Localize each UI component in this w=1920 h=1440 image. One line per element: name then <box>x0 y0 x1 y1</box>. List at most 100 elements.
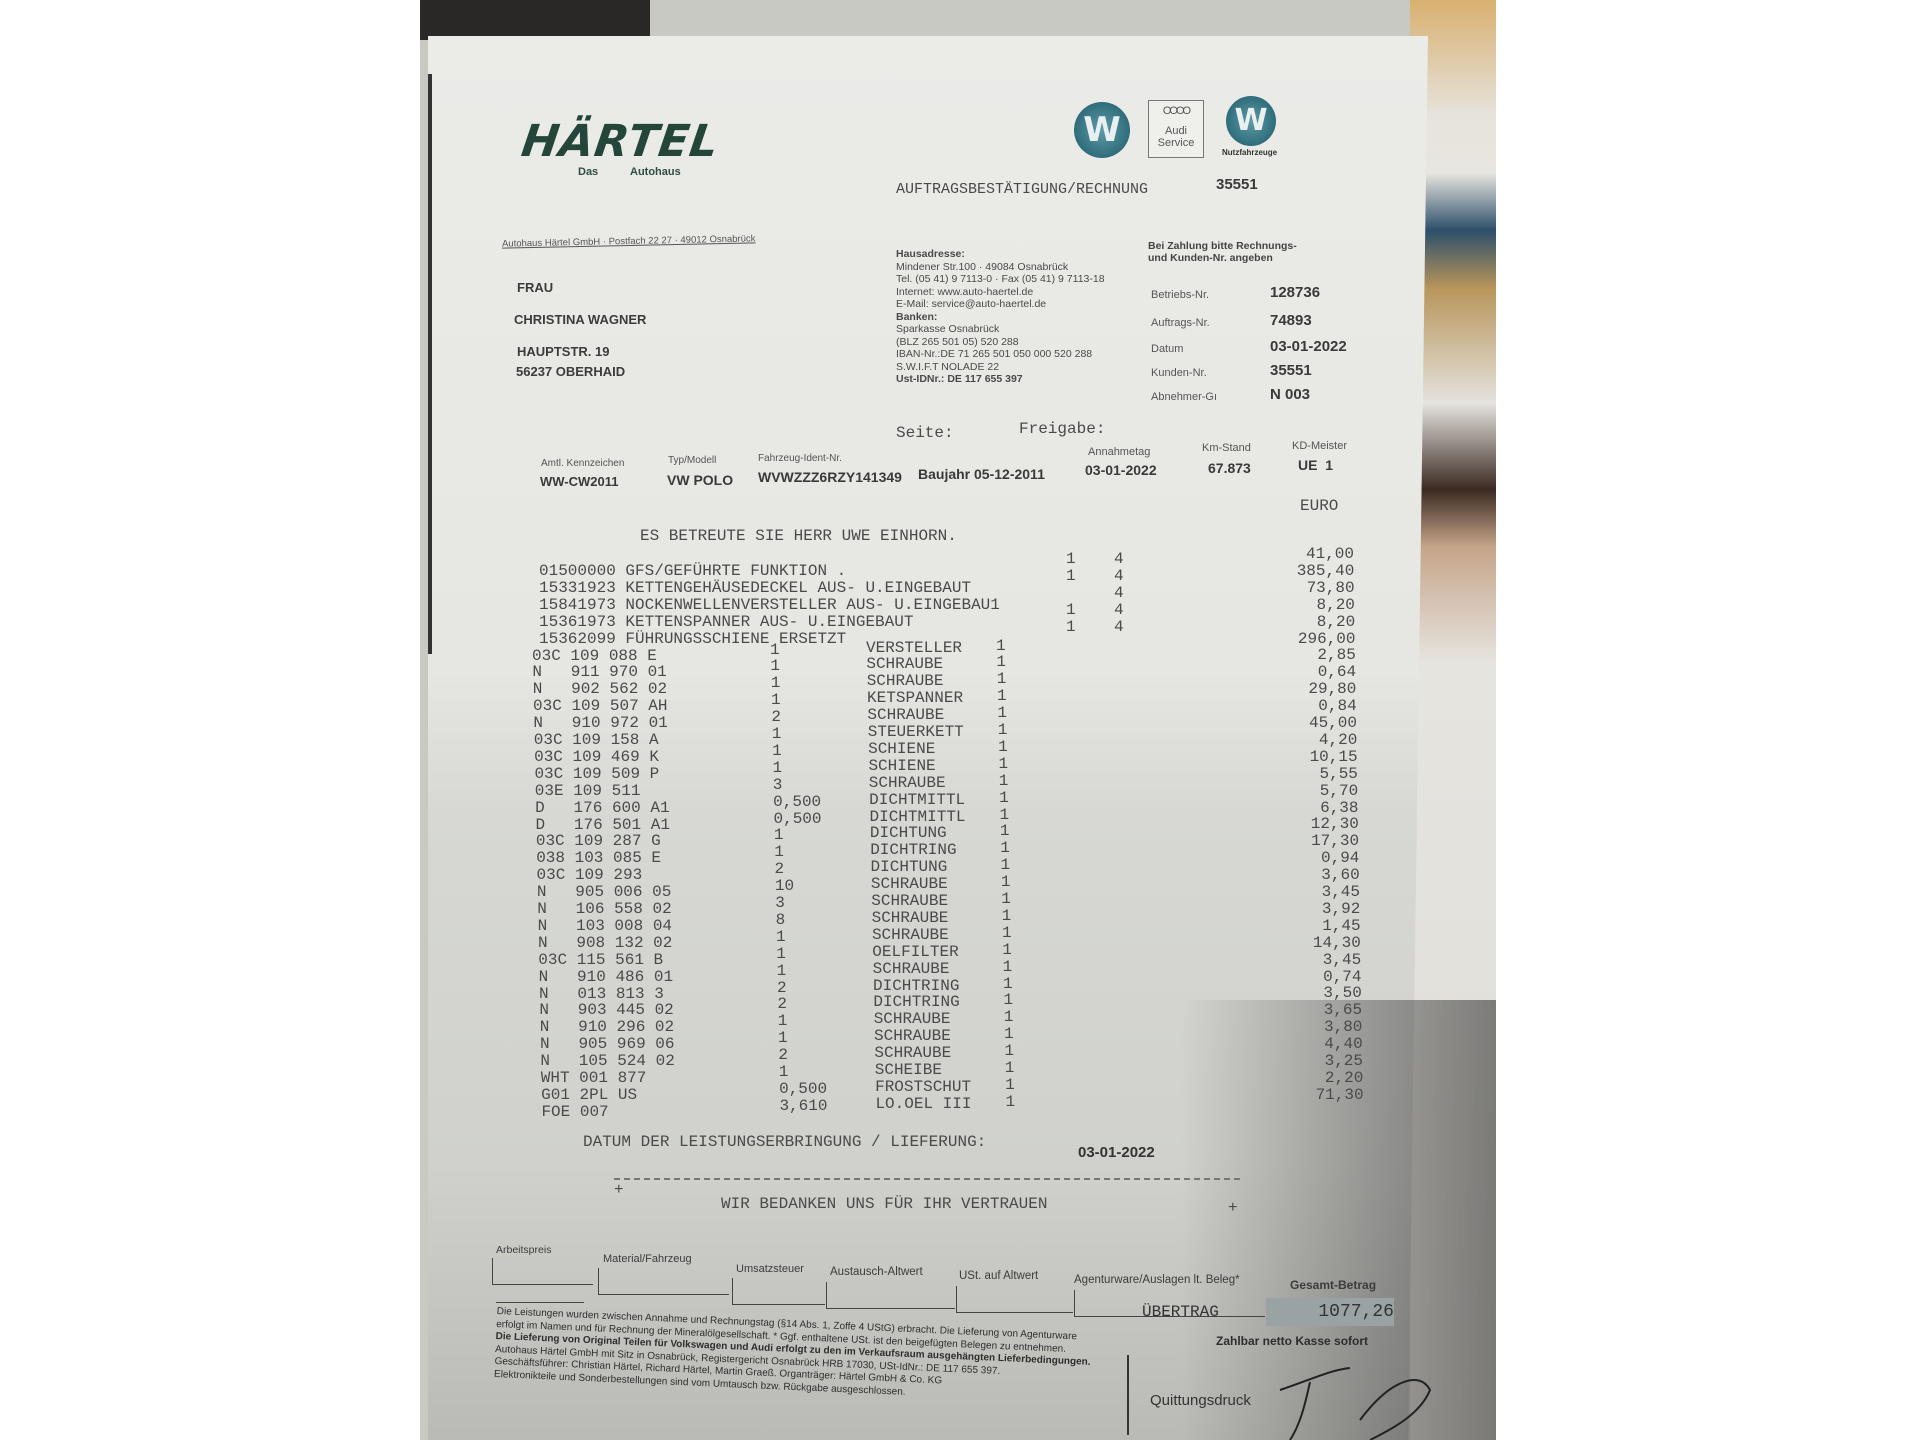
reference-value: 35551 <box>1270 362 1312 379</box>
payment-note-line: und Kunden-Nr. angeben <box>1148 252 1273 264</box>
part-flag: 1 <box>999 805 1010 824</box>
part-quantity: 10 <box>774 877 795 896</box>
labour-count: 1 <box>1066 617 1076 636</box>
part-flag: 1 <box>996 653 1006 672</box>
signature-divider <box>1127 1355 1129 1435</box>
company-info-line: Banken: <box>896 310 938 323</box>
total-amount: 1077,26 <box>1266 1298 1394 1326</box>
reference-label: Kunden-Nr. <box>1151 367 1207 379</box>
dashed-divider <box>614 1178 1240 1180</box>
price-value: 29,80 <box>1308 680 1357 699</box>
price-value: 3,45 <box>1322 950 1362 969</box>
company-info-line: Hausadresse: <box>896 248 965 260</box>
price-value: 2,85 <box>1317 646 1356 665</box>
part-flag: 1 <box>997 687 1007 706</box>
part-number: D 176 600 A1 <box>535 798 670 817</box>
price-value: 5,70 <box>1319 781 1359 800</box>
price-value: 3,80 <box>1323 1018 1363 1037</box>
part-quantity: 0,500 <box>779 1079 828 1098</box>
part-flag: 1 <box>1004 1059 1015 1077</box>
part-quantity: 3 <box>772 775 783 794</box>
annahme-value: 03-01-2022 <box>1085 462 1157 478</box>
part-flag: 1 <box>1000 839 1010 858</box>
part-quantity: 1 <box>771 691 781 710</box>
company-info-line: S.W.I.F.T NOLADE 22 <box>896 360 1000 373</box>
part-quantity: 1 <box>778 1063 789 1081</box>
part-quantity: 2 <box>771 708 781 727</box>
company-info-line: Internet: www.auto-haertel.de <box>896 285 1034 298</box>
km-label: Km-Stand <box>1202 442 1251 454</box>
part-quantity: 0,500 <box>773 792 822 811</box>
company-info-line: Tel. (05 41) 9 7113-0 · Fax (05 41) 9 71… <box>896 273 1105 285</box>
part-flag: 1 <box>996 636 1006 655</box>
part-quantity: 1 <box>777 1012 788 1031</box>
recipient-street: HAUPTSTR. 19 <box>517 344 610 359</box>
labour-code: 4 <box>1114 550 1124 568</box>
part-number: N 911 970 01 <box>532 663 667 682</box>
part-flag: 1 <box>996 670 1007 689</box>
part-description: DICHTRING <box>873 976 960 995</box>
field-material <box>598 1268 729 1295</box>
logo-subtitle-autohaus: Autohaus <box>630 166 681 178</box>
labour-text: 15331923 KETTENGEHÄUSEDECKEL AUS- U.EING… <box>539 578 972 597</box>
field-umsatzsteuer <box>732 1278 825 1305</box>
col-material: Material/Fahrzeug <box>603 1253 692 1265</box>
part-quantity: 1 <box>770 640 780 659</box>
part-flag: 1 <box>1005 1092 1016 1111</box>
recipient-salutation: FRAU <box>517 280 554 295</box>
part-number: N 013 813 3 <box>539 984 664 1003</box>
paper-edge-shadow <box>428 74 432 654</box>
currency-label: EURO <box>1300 497 1339 515</box>
company-info-line: Ust-IDNr.: DE 117 655 397 <box>896 373 1023 385</box>
payment-note: Bei Zahlung bitte Rechnungs- und Kunden-… <box>1148 240 1297 264</box>
part-flag: 1 <box>997 721 1008 739</box>
part-number: N 905 969 06 <box>540 1035 675 1054</box>
typ-label: Typ/Modell <box>668 455 717 466</box>
part-flag: 1 <box>1003 974 1013 993</box>
price-value: 41,00 <box>1305 545 1354 563</box>
part-description: SCHRAUBE <box>866 655 944 674</box>
col-umsatzsteuer: Umsatzsteuer <box>736 1263 804 1275</box>
part-flag: 1 <box>1001 906 1012 925</box>
part-quantity: 1 <box>776 944 786 963</box>
part-flag: 1 <box>1000 856 1011 875</box>
field-ust-altwert <box>956 1286 1073 1313</box>
part-quantity: 1 <box>772 741 782 760</box>
part-flag: 1 <box>997 704 1007 723</box>
part-number: N 902 562 02 <box>532 680 668 699</box>
part-number: N 103 008 04 <box>537 916 673 935</box>
part-number: 03C 109 293 <box>536 866 643 885</box>
legal-divider <box>496 1302 584 1303</box>
part-quantity: 2 <box>778 1046 788 1065</box>
part-number: 03C 115 561 B <box>538 950 664 969</box>
part-number: 03C 109 287 G <box>535 832 661 851</box>
price-value: 73,80 <box>1306 578 1355 597</box>
price-value: 385,40 <box>1296 561 1355 580</box>
labour-text: 15361973 KETTENSPANNER AUS- U.EINGEBAUT <box>539 612 914 631</box>
kennzeichen-label: Amtl. Kennzeichen <box>541 458 625 469</box>
part-description: SCHEIBE <box>874 1061 942 1079</box>
field-agenturware <box>1074 1290 1265 1317</box>
labour-code: 4 <box>1114 617 1124 636</box>
part-quantity: 1 <box>778 1029 788 1048</box>
company-info-line: Mindener Str.100 · 49084 Osnabrück <box>896 260 1069 273</box>
reference-label: Abnehmer-Gı <box>1151 391 1218 403</box>
part-description: SCHRAUBE <box>871 908 949 927</box>
part-description: STEUERKETT <box>867 723 964 741</box>
part-description: SCHRAUBE <box>868 773 946 792</box>
part-description: LO.OEL III <box>875 1094 972 1113</box>
part-quantity: 0,500 <box>773 809 822 828</box>
part-description: KETSPANNER <box>867 689 964 708</box>
reference-label: Auftrags-Nr. <box>1151 317 1210 329</box>
part-number: N 903 445 02 <box>539 1001 674 1020</box>
part-quantity: 3 <box>775 894 785 912</box>
uebertrag-label: ÜBERTRAG <box>1142 1303 1219 1321</box>
company-info-block: Hausadresse: Mindener Str.100 · 49084 Osn… <box>896 248 1105 386</box>
reference-value: 128736 <box>1270 284 1321 301</box>
advisor-line: ES BETREUTE SIE HERR UWE EINHORN. <box>640 527 957 545</box>
part-description: SCHRAUBE <box>867 706 945 725</box>
part-description: VERSTELLER <box>866 638 963 657</box>
part-description: DICHTUNG <box>869 824 947 843</box>
part-number: N 908 132 02 <box>537 933 673 952</box>
price-value: 296,00 <box>1297 629 1356 648</box>
